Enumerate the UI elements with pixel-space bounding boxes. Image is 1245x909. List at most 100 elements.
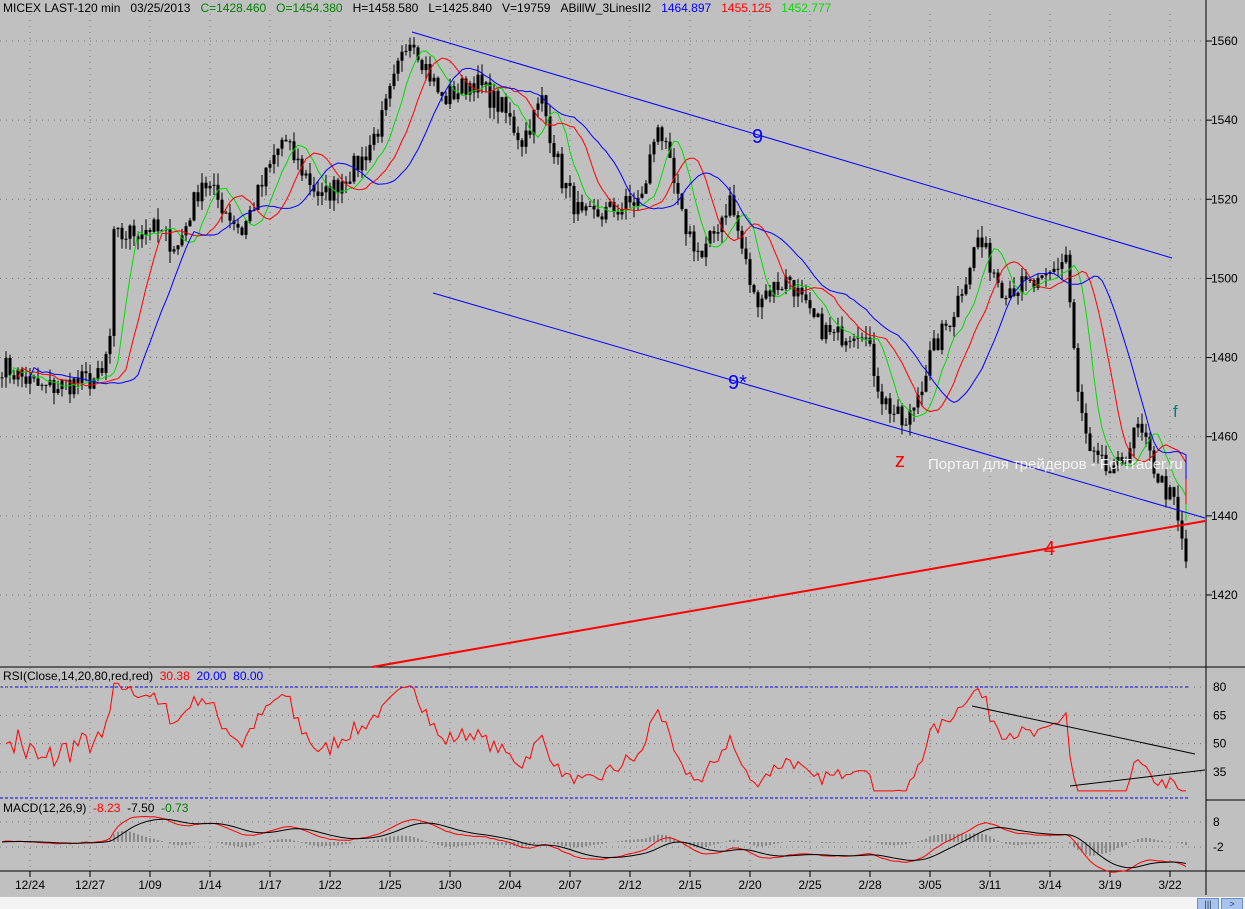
line-4-label: 4 — [1044, 538, 1056, 560]
candle-body — [116, 227, 120, 230]
candle-body — [1068, 254, 1072, 303]
macd-tick-label: 8 — [1213, 815, 1220, 829]
candle-body — [1060, 262, 1064, 269]
candle-body — [520, 140, 524, 147]
candle-body — [684, 209, 688, 235]
open-value: O=1454.380 — [276, 1, 343, 15]
candle-body — [1096, 450, 1100, 455]
candle-body — [1088, 433, 1092, 452]
candle-body — [264, 167, 268, 187]
candle-body — [628, 196, 632, 203]
candle-body — [536, 103, 540, 110]
x-tick-label: 1/14 — [198, 878, 222, 892]
ma-blue-line — [29, 67, 1187, 480]
price-tick-label: 1540 — [1211, 113, 1238, 127]
candle-body — [980, 237, 984, 248]
candle-body — [404, 50, 408, 52]
ma-green-value: 1452.777 — [781, 1, 832, 15]
candle-body — [452, 86, 456, 100]
volume-value: V=19759 — [502, 1, 551, 15]
candle-body — [1040, 275, 1044, 278]
candle-body — [568, 182, 572, 186]
candle-body — [644, 183, 648, 194]
scroll-thumb[interactable]: ||| — [1197, 898, 1219, 909]
macd-tick-label: -2 — [1213, 840, 1224, 854]
candle-body — [532, 109, 536, 135]
candle-body — [144, 229, 148, 235]
horizontal-scrollbar[interactable] — [0, 897, 1245, 909]
trendline-4 — [371, 520, 1206, 668]
rsi-trendline-upper — [971, 705, 1196, 755]
symbol-label: MICEX LAST-120 min — [3, 1, 121, 15]
x-tick-label: 3/05 — [918, 878, 942, 892]
candle-body — [852, 338, 856, 341]
candle-body — [476, 74, 480, 93]
candle-body — [352, 155, 356, 182]
price-tick-label: 1560 — [1211, 34, 1238, 48]
candle-body — [20, 369, 24, 377]
candle-body — [828, 324, 832, 333]
wave-z-label: z — [895, 450, 905, 472]
candle-body — [412, 44, 416, 48]
candle-body — [324, 186, 328, 193]
x-tick-label: 2/12 — [618, 878, 642, 892]
candle-body — [804, 294, 808, 301]
candle-body — [128, 225, 132, 239]
scroll-right-button[interactable]: > — [1221, 898, 1243, 909]
candle-body — [464, 78, 468, 95]
candle-body — [1092, 450, 1096, 452]
candle-body — [340, 181, 344, 194]
price-tick-label: 1440 — [1211, 509, 1238, 523]
candle-body — [780, 289, 784, 291]
candle-body — [1124, 462, 1128, 464]
rsi-high: 80.00 — [233, 669, 264, 683]
candle-body — [724, 215, 728, 218]
candle-body — [448, 86, 452, 105]
macd-signal: -7.50 — [127, 801, 155, 815]
candle-body — [316, 191, 320, 196]
candle-body — [348, 181, 352, 184]
close-value: C=1428.460 — [200, 1, 267, 15]
candle-body — [1180, 520, 1184, 539]
candle-body — [380, 110, 384, 137]
candle-body — [616, 212, 620, 215]
rsi-tick-label: 80 — [1213, 680, 1227, 694]
candle-body — [704, 243, 708, 258]
candle-body — [1156, 473, 1160, 483]
candle-body — [344, 181, 348, 184]
candle-body — [372, 133, 376, 145]
candle-body — [692, 231, 696, 252]
candle-body — [220, 199, 224, 214]
candle-body — [236, 223, 240, 228]
candle-body — [1076, 348, 1080, 392]
x-tick-label: 3/22 — [1158, 878, 1182, 892]
candle-body — [764, 290, 768, 299]
candle-body — [664, 141, 668, 143]
candle-body — [28, 376, 32, 384]
candle-body — [1032, 280, 1036, 288]
candle-body — [260, 184, 264, 187]
candle-body — [364, 156, 368, 161]
candle-body — [596, 209, 600, 217]
candle-body — [308, 173, 312, 186]
candle-body — [456, 93, 460, 100]
candle-body — [168, 229, 172, 252]
candle-body — [948, 325, 952, 327]
candle-body — [944, 323, 948, 326]
x-tick-label: 1/30 — [438, 878, 462, 892]
candle-body — [176, 245, 180, 250]
candle-body — [1132, 427, 1136, 449]
candle-body — [72, 378, 76, 395]
candle-body — [80, 371, 84, 383]
candle-body — [1164, 476, 1168, 500]
macd-hist: -0.73 — [161, 801, 189, 815]
candle-body — [816, 313, 820, 317]
candle-body — [36, 378, 40, 386]
rsi-tick-label: 65 — [1213, 708, 1227, 722]
candle-body — [652, 141, 656, 155]
candle-body — [48, 380, 52, 386]
candle-body — [396, 60, 400, 74]
candle-body — [812, 308, 816, 317]
candle-body — [1136, 423, 1140, 428]
